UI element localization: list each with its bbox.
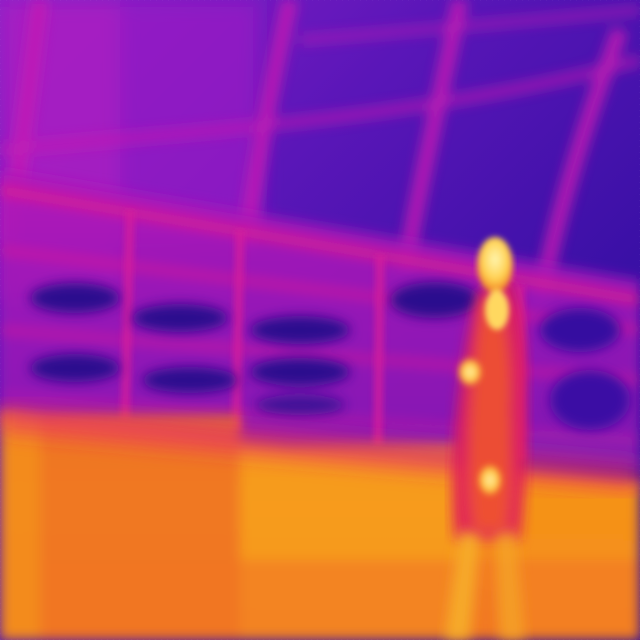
person-hands bbox=[456, 356, 504, 498]
person-head bbox=[477, 237, 513, 330]
person-legs bbox=[445, 530, 525, 640]
floor bbox=[0, 410, 640, 640]
facade-windows bbox=[30, 282, 630, 430]
person bbox=[445, 237, 527, 640]
